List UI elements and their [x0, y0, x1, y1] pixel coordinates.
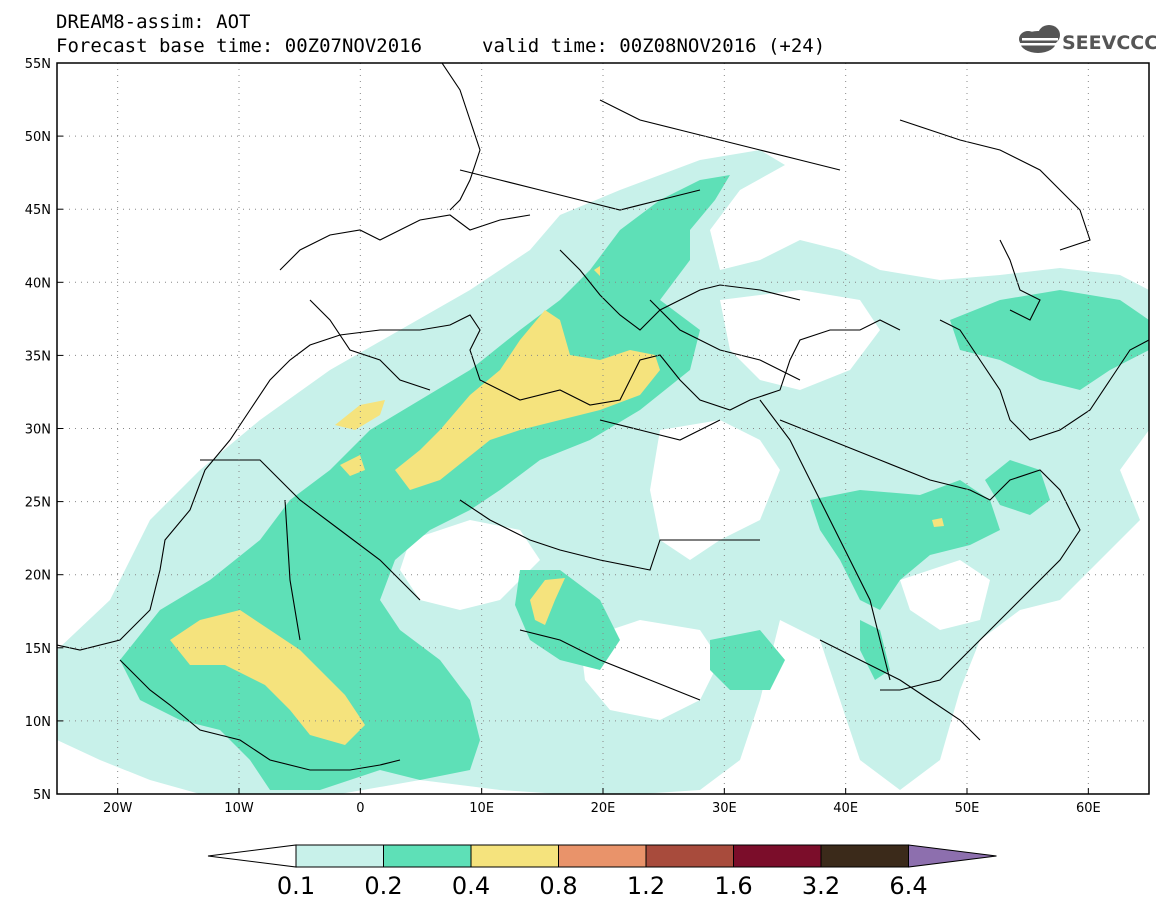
lat-tick-label: 40N — [25, 276, 51, 291]
cloud-icon — [1019, 25, 1060, 53]
lon-tick-label: 20E — [591, 801, 616, 816]
base-time-label: Forecast base time: 00Z07NOV2016 — [56, 35, 423, 57]
lon-tick-label: 40E — [833, 801, 858, 816]
colorbar-swatch — [558, 844, 647, 868]
aot-level-0.4 — [170, 266, 944, 745]
map-title: DREAM8-assim: AOT — [56, 11, 251, 33]
colorbar-level-label: 0.2 — [364, 872, 403, 900]
colorbar-level-label: 0.8 — [539, 872, 578, 900]
lat-tick-label: 5N — [33, 788, 51, 803]
lon-tick-label: 0 — [356, 801, 364, 816]
coastlines — [57, 63, 1149, 771]
lat-tick-label: 15N — [25, 642, 51, 657]
colorbar-swatch — [295, 844, 384, 868]
lat-tick-label: 50N — [25, 130, 51, 145]
seevccc-logo: SEEVCCC — [1016, 20, 1158, 60]
lat-tick-label: 45N — [25, 203, 51, 218]
map-grid — [57, 63, 1149, 794]
colorbar-level-label: 1.6 — [714, 872, 753, 900]
lat-tick-label: 25N — [25, 496, 51, 511]
lon-tick-label: 60E — [1076, 801, 1101, 816]
latitude-labels: 5N 10N 15N 20N 25N 30N 35N 40N 45N 50N 55N — [25, 57, 51, 803]
lon-tick-label: 30E — [712, 801, 737, 816]
colorbar-level-label: 0.4 — [451, 872, 491, 900]
colorbar-under-arrow — [207, 844, 297, 868]
colorbar-swatch — [733, 844, 822, 868]
colorbar-level-label: 6.4 — [889, 872, 928, 900]
colorbar-swatch — [470, 844, 559, 868]
lon-tick-label: 50E — [955, 801, 980, 816]
lon-tick-label: 10W — [224, 801, 254, 816]
logo-text: SEEVCCC — [1062, 32, 1156, 54]
colorbar-swatch — [645, 844, 734, 868]
colorbar-swatch — [383, 844, 472, 868]
longitude-labels: 20W 10W 0 10E 20E 30E 40E 50E 60E — [103, 801, 1101, 816]
colorbar-level-label: 0.1 — [276, 872, 316, 900]
lat-tick-label: 10N — [25, 715, 51, 730]
colorbar-over-arrow — [908, 844, 997, 868]
valid-time-label: valid time: 00Z08NOV2016 (+24) — [482, 35, 826, 57]
lat-tick-label: 35N — [25, 349, 51, 364]
lat-tick-label: 30N — [25, 423, 51, 438]
lon-tick-label: 10E — [469, 801, 494, 816]
colorbar-level-label: 3.2 — [801, 872, 841, 900]
lat-tick-label: 55N — [25, 57, 51, 72]
colorbar — [207, 844, 997, 868]
lat-tick-label: 20N — [25, 569, 51, 584]
colorbar-swatch — [820, 844, 909, 868]
colorbar-level-label: 1.2 — [626, 872, 666, 900]
lon-tick-label: 20W — [103, 801, 133, 816]
axis-ticks — [57, 62, 1089, 795]
